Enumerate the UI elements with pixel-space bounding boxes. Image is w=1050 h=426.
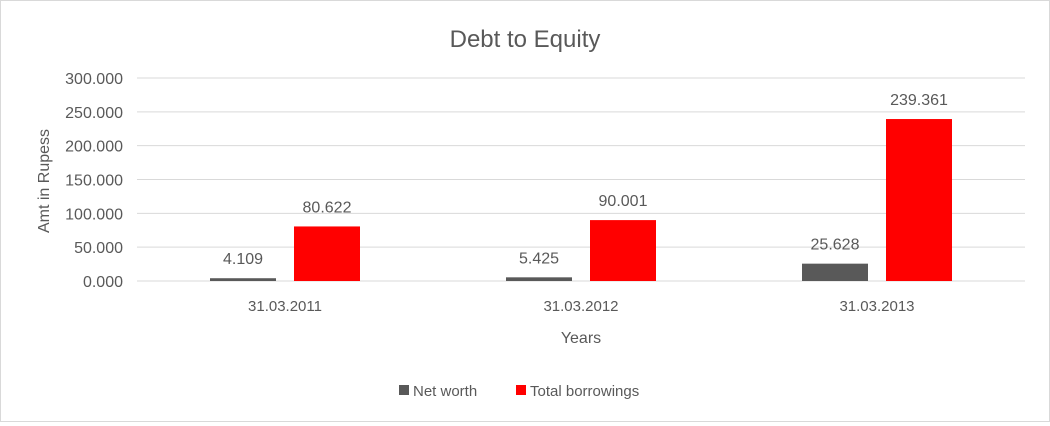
data-label: 90.001: [599, 193, 648, 210]
x-tick-label: 31.03.2013: [839, 298, 914, 315]
bar-total-borrowings: [886, 119, 952, 282]
data-label: 5.425: [519, 250, 559, 267]
y-tick-label: 0.000: [83, 274, 123, 291]
y-tick-label: 50.000: [74, 240, 123, 257]
data-label: 239.361: [890, 92, 948, 109]
legend-label-net-worth: Net worth: [413, 383, 477, 400]
y-tick-label: 150.000: [65, 173, 123, 190]
legend-swatch-net-worth: [399, 385, 409, 395]
bar-net-worth: [802, 263, 868, 281]
x-tick-label: 31.03.2012: [543, 298, 618, 315]
y-tick-label: 250.000: [65, 105, 123, 122]
legend-label-total-borrowings: Total borrowings: [530, 383, 639, 400]
bar-total-borrowings: [590, 220, 656, 281]
bar-net-worth: [506, 277, 572, 281]
x-axis-label: Years: [561, 330, 601, 347]
bar-total-borrowings: [294, 226, 360, 281]
bar-net-worth: [210, 278, 276, 281]
chart-title: Debt to Equity: [450, 26, 601, 53]
data-label: 4.109: [223, 251, 263, 268]
x-tick-label: 31.03.2011: [248, 298, 322, 315]
legend: Net worth Total borrowings: [399, 383, 639, 400]
data-label: 80.622: [303, 199, 352, 216]
y-tick-label: 200.000: [65, 139, 123, 156]
y-tick-label: 300.000: [65, 71, 123, 88]
legend-swatch-total-borrowings: [516, 385, 526, 395]
y-tick-label: 100.000: [65, 206, 123, 223]
data-label: 25.628: [811, 237, 860, 254]
y-axis-label: Amt in Rupess: [36, 129, 53, 233]
